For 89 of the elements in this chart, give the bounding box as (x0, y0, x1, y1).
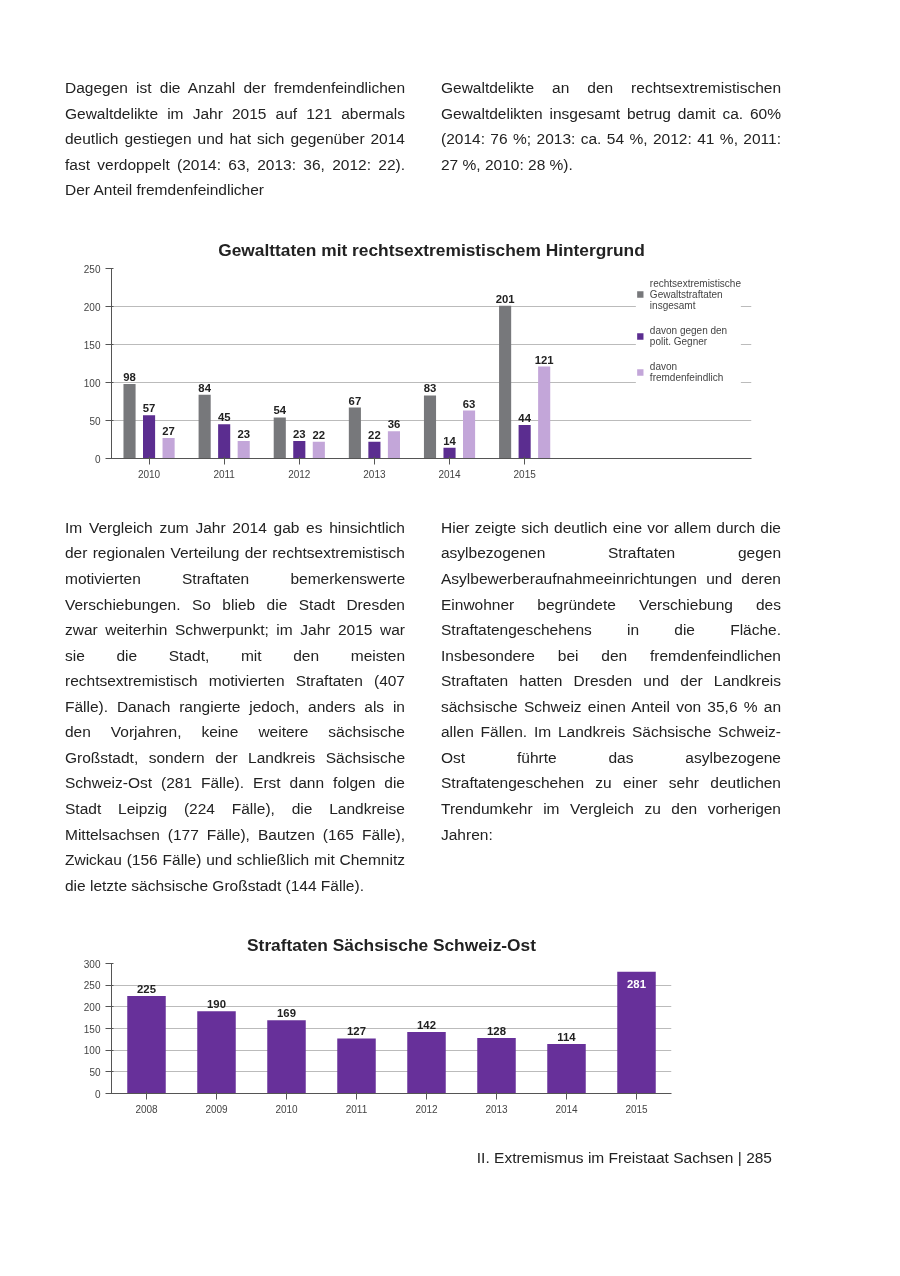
legend-label: davon fremdenfeindlich (649, 360, 724, 383)
text: Dagegen ist die Anzahl der fremdenfeindlichen Gewaltdelikte im Jahr 2015 auf 121 abermals deutlich gestiegen und hat sich gegenüber 2014 fast verdoppelt (2014: 63, 2013: 36, 2012: 22). Der Anteil fremdenfeindlicher (65, 78, 405, 201)
bar (518, 424, 531, 459)
chart-title: Gewalttaten mit rechtsextremistischem Hintergrund (218, 239, 645, 260)
x-tick-label: 2010 (137, 468, 161, 480)
x-tick-label: 2010 (275, 1103, 299, 1115)
x-tick-label: 2011 (213, 468, 236, 480)
data-label: 83 (423, 382, 437, 395)
bar (538, 366, 551, 459)
y-tick-label: 0 (94, 453, 101, 465)
bar (127, 996, 166, 1094)
bar (273, 417, 286, 459)
y-tick-label: 50 (89, 1067, 101, 1079)
y-tick-label: 300 (83, 958, 101, 970)
data-label: 98 (123, 370, 136, 383)
data-label: 27 (162, 424, 175, 437)
text: Im Vergleich zum Jahr 2014 gab es hinsichtlich der regionalen Verteilung der rechtsextremistisch motivierten Straftaten bemerkenswerte Verschiebungen. So blieb die Stadt Dresden zwar weiterhin Schwerpunkt; im Jahr 2015 war sie die Stadt, mit den meisten rechtsextremistisch motivierten Straftaten (407 Fälle). Danach rangierte jedoch, anders als in den Vorjahren, keine weitere sächsische Großstadt, sondern der Landkreis Sächsische Schweiz-Ost (281 Fälle). Erst dann folgen die Stadt Leipzig (224 Fälle), die Landkreise Mittelsachsen (177 Fälle), Bautzen (165 Fälle), Zwickau (156 Fälle) und schließlich mit Chemnitz die letzte sächsische Großstadt (144 Fälle). (65, 518, 405, 894)
bar (407, 1032, 446, 1094)
bar (387, 430, 400, 459)
bar (547, 1044, 586, 1094)
data-label: 127 (347, 1025, 366, 1038)
bar (123, 383, 136, 459)
bar (218, 424, 231, 459)
bar (499, 305, 512, 459)
data-label: 57 (142, 401, 156, 414)
bar (337, 1038, 376, 1094)
data-label: 142 (417, 1019, 436, 1032)
data-label: 201 (495, 292, 515, 305)
x-tick-label: 2008 (135, 1103, 159, 1115)
y-tick-label: 200 (83, 1002, 101, 1014)
x-tick-label: 2015 (625, 1103, 649, 1115)
y-tick-label: 150 (83, 1023, 101, 1035)
x-tick-label: 2013 (485, 1103, 509, 1115)
x-tick-label: 2014 (438, 468, 462, 480)
data-label: 23 (292, 427, 306, 440)
data-label: 84 (198, 381, 212, 394)
data-label: 14 (443, 434, 457, 447)
bar (198, 394, 211, 459)
x-tick-label: 2011 (345, 1103, 368, 1115)
chart-title: Straftaten Sächsische Schweiz-Ost (247, 934, 537, 955)
y-tick-label: 100 (83, 377, 101, 389)
data-label: 67 (348, 394, 362, 407)
data-label: 114 (557, 1031, 577, 1044)
data-label: 54 (273, 404, 287, 417)
data-label: 121 (534, 353, 554, 366)
y-tick-label: 100 (83, 1045, 101, 1057)
y-tick-label: 0 (94, 1088, 101, 1100)
x-tick-label: 2012 (288, 468, 311, 480)
x-tick-label: 2009 (205, 1103, 229, 1115)
data-label: 23 (237, 427, 251, 440)
bar (293, 440, 306, 459)
bar (162, 437, 175, 459)
bar (197, 1011, 236, 1094)
y-tick-label: 250 (83, 980, 101, 992)
bar (312, 441, 325, 459)
bar (477, 1038, 516, 1094)
bar (443, 447, 456, 459)
data-label: 44 (518, 411, 532, 424)
y-tick-label: 250 (83, 263, 101, 275)
x-tick-label: 2012 (415, 1103, 439, 1115)
y-tick-label: 200 (83, 301, 101, 313)
y-tick-label: 150 (83, 339, 101, 351)
data-label: 45 (217, 411, 231, 424)
y-tick-label: 50 (89, 415, 101, 427)
bar (617, 971, 656, 1094)
legend-label: rechtsextremistische Gewaltstraftaten insgesamt (649, 277, 741, 311)
data-label: 169 (277, 1007, 296, 1020)
bar (237, 440, 250, 459)
bar (348, 407, 361, 459)
text: II. Extremismus im Freistaat Sachsen | 285 (476, 1148, 772, 1169)
data-label: 225 (137, 983, 156, 996)
data-label: 190 (207, 998, 226, 1011)
data-label: 128 (487, 1025, 506, 1038)
bar (423, 395, 437, 459)
bar (143, 414, 156, 459)
data-label: 22 (312, 428, 326, 441)
bar (463, 410, 476, 459)
bar (267, 1020, 306, 1094)
x-tick-label: 2013 (363, 468, 386, 480)
x-tick-label: 2014 (555, 1103, 579, 1115)
x-tick-label: 2015 (513, 468, 537, 480)
bar (368, 441, 381, 459)
text: Gewaltdelikte an den rechtsextremistischen Gewaltdelikten insgesamt betrug damit ca. 60% (2014: 76 %; 2013: ca. 54 %, 2012: 41 %, 2011: 27 %, 2010: 28 %). (441, 78, 781, 175)
data-label: 22 (368, 428, 381, 441)
data-label: 281 (627, 977, 646, 990)
legend-label: davon gegen den polit. Gegner (649, 324, 728, 347)
text: Hier zeigte sich deutlich eine vor allem durch die asylbezogenen Straftaten gegen Asylbewerberaufnahmeeinrichtungen und deren Einwohner begründete Verschiebung des Straftatengeschehens in die Fläche. Insbesondere bei den fremdenfeindlichen Straftaten hatten Dresden und der Landkreis sächsische Schweiz einen Anteil von 35,6 % an allen Fällen. Im Landkreis Sächsische Schweiz-Ost führte das asylbezogene Straftatengeschehen zu einer sehr deutlichen Trendumkehr im Vergleich zu den vorherigen Jahren: (441, 518, 781, 843)
data-label: 63 (462, 397, 476, 410)
data-label: 36 (387, 417, 401, 430)
